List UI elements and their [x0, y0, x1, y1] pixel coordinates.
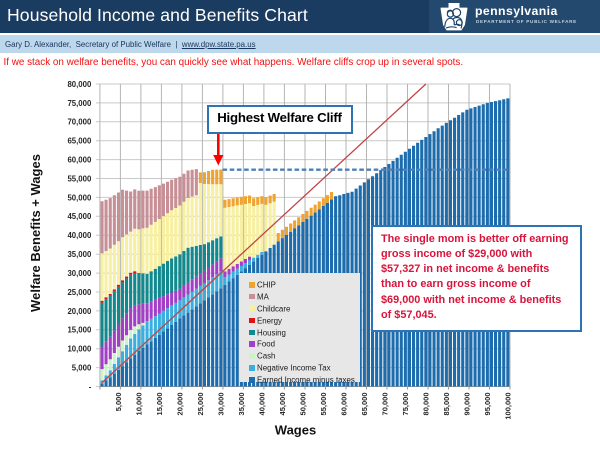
svg-text:15,000: 15,000 — [67, 326, 92, 335]
svg-text:20,000: 20,000 — [176, 393, 185, 416]
svg-text:15,000: 15,000 — [155, 393, 164, 416]
svg-text:75,000: 75,000 — [67, 99, 92, 108]
svg-text:80,000: 80,000 — [422, 393, 431, 416]
svg-text:70,000: 70,000 — [381, 393, 390, 416]
svg-text:55,000: 55,000 — [319, 393, 328, 416]
svg-text:25,000: 25,000 — [67, 288, 92, 297]
svg-text:90,000: 90,000 — [463, 393, 472, 416]
svg-text:Wages: Wages — [275, 423, 316, 438]
svg-text:10,000: 10,000 — [67, 345, 92, 354]
svg-text:70,000: 70,000 — [67, 118, 92, 127]
svg-text:50,000: 50,000 — [299, 393, 308, 416]
svg-text:50,000: 50,000 — [67, 193, 92, 202]
svg-text:60,000: 60,000 — [67, 156, 92, 165]
svg-text:55,000: 55,000 — [67, 174, 92, 183]
svg-text:45,000: 45,000 — [278, 393, 287, 416]
svg-text:80,000: 80,000 — [67, 80, 92, 89]
svg-text:35,000: 35,000 — [237, 393, 246, 416]
svg-text:10,000: 10,000 — [135, 393, 144, 416]
svg-text:30,000: 30,000 — [217, 393, 226, 416]
svg-text:65,000: 65,000 — [67, 137, 92, 146]
svg-text:20,000: 20,000 — [67, 307, 92, 316]
svg-text:35,000: 35,000 — [67, 250, 92, 259]
svg-text:5,000: 5,000 — [72, 364, 92, 373]
svg-text:45,000: 45,000 — [67, 212, 92, 221]
svg-text:5,000: 5,000 — [114, 393, 123, 412]
svg-text:60,000: 60,000 — [340, 393, 349, 416]
svg-text:25,000: 25,000 — [196, 393, 205, 416]
svg-text:40,000: 40,000 — [67, 231, 92, 240]
svg-text:30,000: 30,000 — [67, 269, 92, 278]
svg-text:75,000: 75,000 — [401, 393, 410, 416]
svg-text:95,000: 95,000 — [483, 393, 492, 416]
svg-text:65,000: 65,000 — [360, 393, 369, 416]
svg-text:85,000: 85,000 — [442, 393, 451, 416]
svg-text:40,000: 40,000 — [258, 393, 267, 416]
svg-text:-: - — [89, 382, 92, 391]
svg-text:100,000: 100,000 — [504, 393, 513, 420]
svg-text:Welfare Benefits + Wages: Welfare Benefits + Wages — [28, 154, 43, 312]
